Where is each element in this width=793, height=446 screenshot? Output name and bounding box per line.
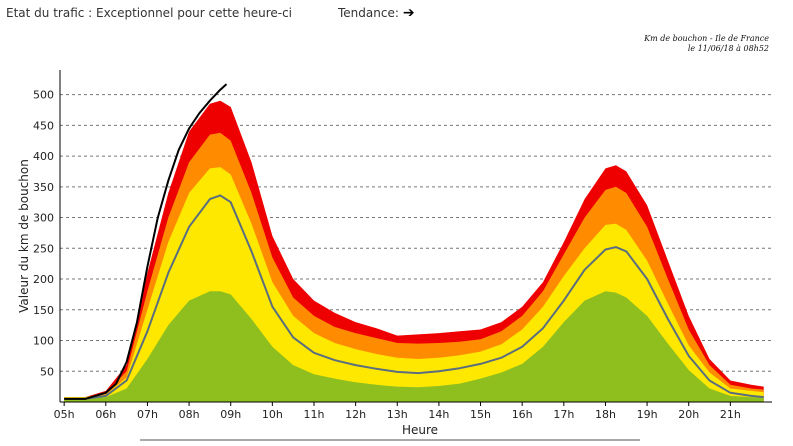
x-tick-label: 14h [428,408,449,421]
x-tick-label: 05h [54,408,75,421]
y-tick-label: 250 [33,242,54,255]
caption-line-1: Km de bouchon - Ile de France [644,34,769,43]
x-tick-label: 20h [678,408,699,421]
caption-line-2: le 11/06/18 à 08h52 [687,44,769,53]
x-tick-label: 16h [512,408,533,421]
y-tick-label: 150 [33,304,54,317]
x-tick-label: 07h [137,408,158,421]
x-tick-label: 17h [553,408,574,421]
trend-indicator: Tendance: ➔ [338,6,415,20]
x-tick-label: 08h [179,408,200,421]
x-tick-label: 13h [387,408,408,421]
y-tick-label: 450 [33,119,54,132]
y-tick-label: 300 [33,212,54,225]
y-tick-label: 500 [33,89,54,102]
series-line-0 [64,194,764,400]
x-tick-label: 10h [262,408,283,421]
x-tick-label: 15h [470,408,491,421]
y-tick-label: 50 [40,365,54,378]
x-tick-label: 19h [637,408,658,421]
traffic-status: Etat du trafic : Exceptionnel pour cette… [6,6,293,20]
y-tick-label: 350 [33,181,54,194]
y-tick-label: 100 [33,335,54,348]
x-tick-label: 09h [220,408,241,421]
x-axis-title: Heure [402,423,438,437]
band-area-3 [64,291,764,402]
y-tick-label: 200 [33,273,54,286]
series-line-1 [64,83,228,400]
x-tick-label: 18h [595,408,616,421]
x-tick-label: 12h [345,408,366,421]
chart-caption: Km de bouchon - Ile de France le 11/06/1… [644,34,769,54]
y-tick-label: 400 [33,150,54,163]
trend-label: Tendance: [338,6,399,20]
x-tick-label: 11h [304,408,325,421]
y-axis-title: Valeur du km de bouchon [17,159,31,313]
right-arrow-icon: ➔ [402,5,415,21]
x-tick-label: 21h [720,408,741,421]
x-tick-label: 06h [95,408,116,421]
